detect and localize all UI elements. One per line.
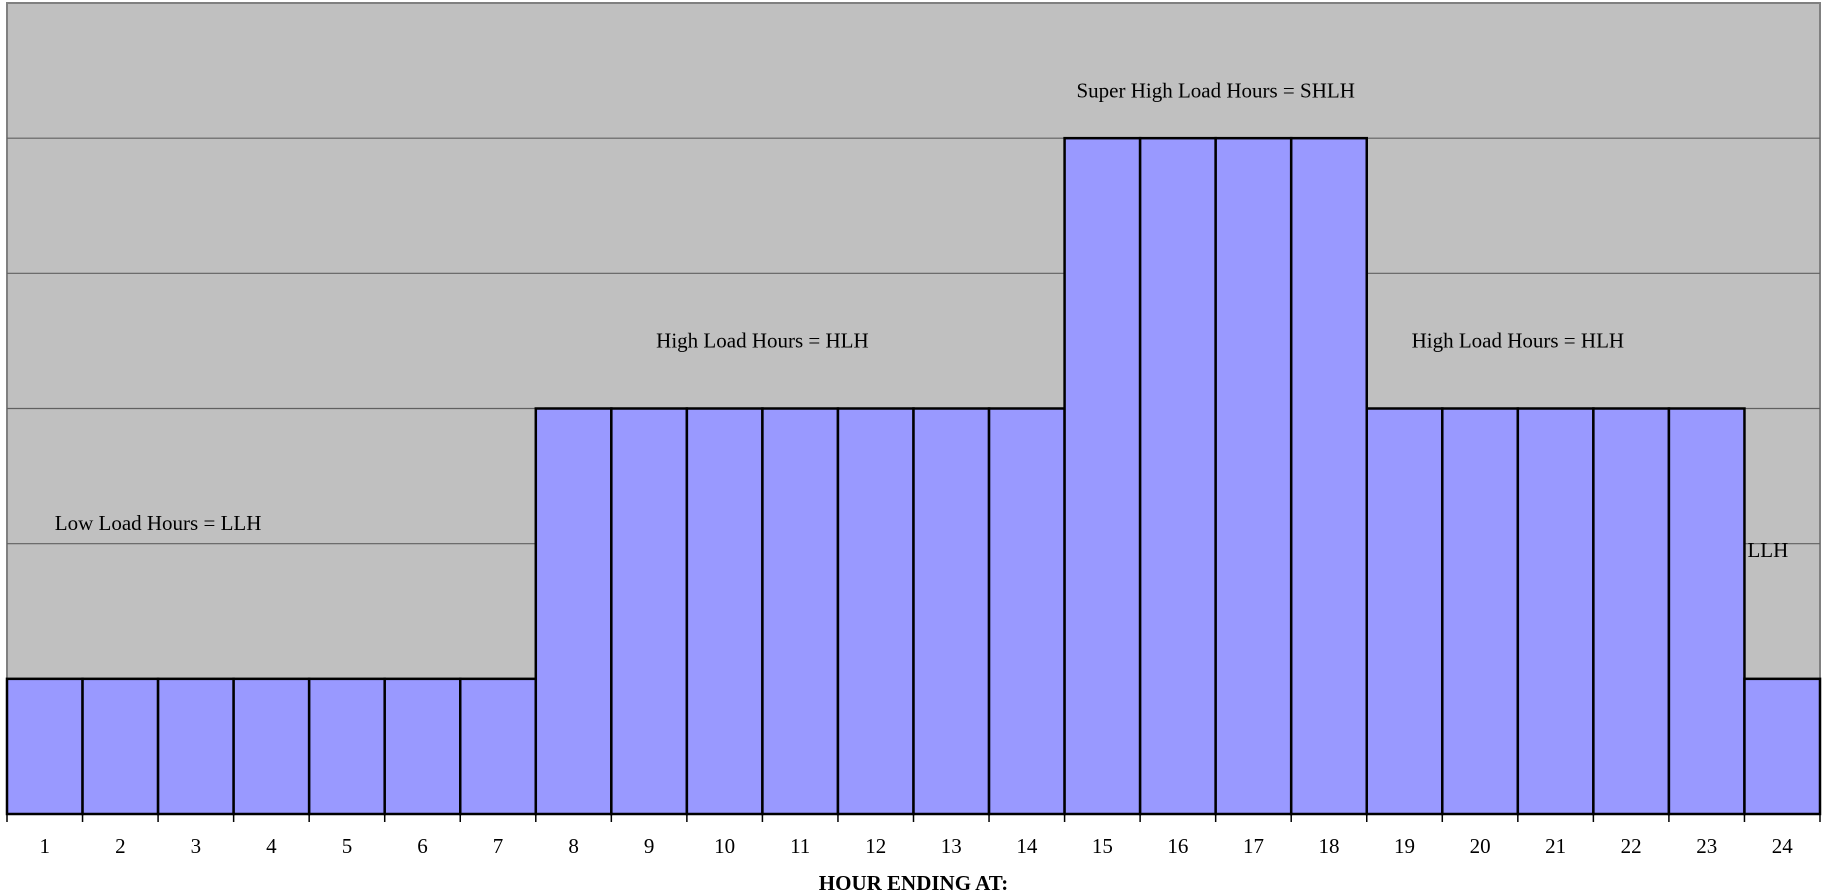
bar-hour-1 (5, 677, 84, 816)
bar-hour-17 (1214, 136, 1293, 816)
bar-hour-13 (912, 407, 991, 816)
bar-hour-10 (685, 407, 764, 816)
x-tick-label: 9 (644, 834, 655, 858)
x-tick-label: 11 (790, 834, 810, 858)
x-tick-label: 10 (714, 834, 735, 858)
x-tick-label: 5 (342, 834, 353, 858)
bar-hour-15 (1063, 136, 1142, 816)
x-axis-ticks: 1 2 3 4 5 6 7 8 9 10 11 12 13 14 15 16 17 18 19 20 21 22 23 24 (6, 814, 1821, 858)
x-tick-label: 7 (493, 834, 504, 858)
bar-hour-7 (459, 677, 538, 816)
x-tick-label: 18 (1318, 834, 1339, 858)
bar-hour-23 (1667, 407, 1746, 816)
x-tick-label: 19 (1394, 834, 1415, 858)
x-tick-label: 12 (865, 834, 886, 858)
x-tick-label: 8 (568, 834, 579, 858)
annotations: Low Load Hours = LLH High Load Hours = HL… (55, 79, 1789, 563)
x-tick-label: 16 (1167, 834, 1188, 858)
bar-hour-2 (81, 677, 160, 816)
x-tick-label: 24 (1772, 834, 1794, 858)
bar-hour-4 (232, 677, 311, 816)
bar-hour-22 (1592, 407, 1671, 816)
bar-hour-8 (534, 407, 613, 816)
bar-hour-21 (1516, 407, 1595, 816)
annotation-label: High Load Hours = HLH (1412, 329, 1624, 353)
annotation-label: Super High Load Hours = SHLH (1076, 79, 1354, 103)
x-tick-label: 17 (1243, 834, 1264, 858)
bar-hour-19 (1365, 407, 1444, 816)
bar-hour-14 (987, 407, 1066, 816)
x-tick-label: 23 (1696, 834, 1717, 858)
annotation-label: Low Load Hours = LLH (55, 511, 262, 535)
bar-hour-11 (761, 407, 840, 816)
x-tick-label: 21 (1545, 834, 1566, 858)
x-tick-label: 2 (115, 834, 126, 858)
annotation-label: High Load Hours = HLH (656, 329, 868, 353)
x-tick-label: 1 (40, 834, 51, 858)
x-tick-label: 14 (1016, 834, 1038, 858)
x-axis-label: HOUR ENDING AT: (819, 871, 1008, 895)
x-tick-label: 15 (1092, 834, 1113, 858)
x-tick-label: 20 (1470, 834, 1491, 858)
bar-hour-3 (156, 677, 235, 816)
annotation-label: LLH (1747, 538, 1788, 562)
bar-hour-16 (1138, 136, 1217, 816)
bar-hour-24 (1743, 677, 1822, 816)
bar-hour-9 (610, 407, 689, 816)
x-tick-label: 6 (417, 834, 428, 858)
bar-hour-6 (383, 677, 462, 816)
x-tick-label: 4 (266, 834, 277, 858)
bar-hour-18 (1289, 136, 1369, 816)
bar-series (5, 136, 1822, 816)
bar-hour-12 (836, 407, 915, 816)
bar-hour-5 (307, 677, 386, 816)
bar-hour-20 (1441, 407, 1520, 816)
x-tick-label: 13 (941, 834, 962, 858)
x-tick-label: 22 (1621, 834, 1642, 858)
x-tick-label: 3 (191, 834, 202, 858)
